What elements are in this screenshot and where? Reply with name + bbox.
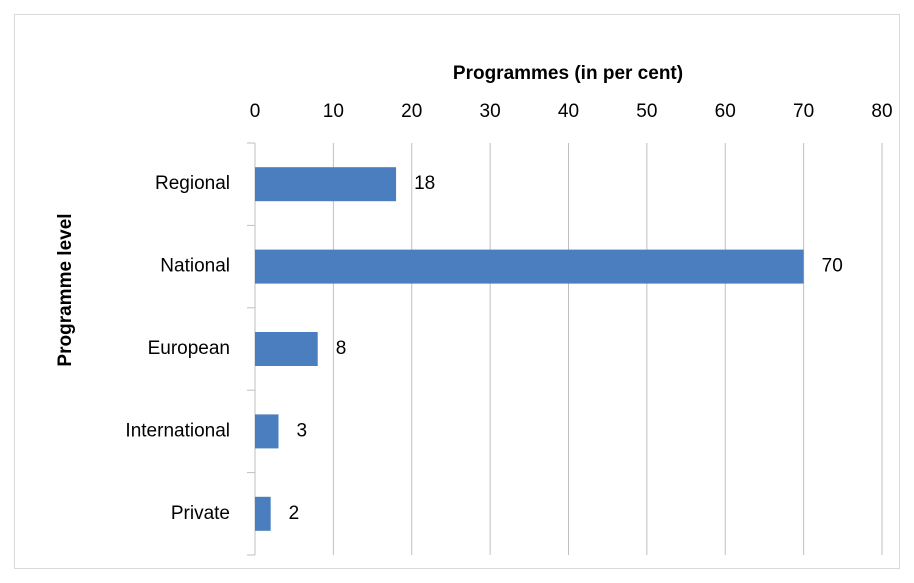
y-tick-label: Regional — [155, 173, 230, 194]
x-tick-label: 80 — [871, 101, 892, 122]
data-label: 18 — [414, 173, 435, 194]
bar — [255, 496, 271, 531]
y-axis-title: Programme level — [55, 213, 76, 366]
x-tick-label: 70 — [793, 101, 814, 122]
chart-border — [14, 14, 900, 569]
data-label: 70 — [822, 256, 843, 277]
x-tick-label: 20 — [401, 101, 422, 122]
bar — [255, 332, 318, 366]
x-tick-label: 30 — [480, 101, 501, 122]
data-label: 8 — [336, 338, 347, 359]
x-tick-label: 10 — [323, 101, 344, 122]
data-label: 2 — [289, 503, 300, 524]
data-label: 3 — [297, 420, 308, 441]
y-tick-label: International — [125, 420, 230, 441]
bar — [255, 249, 804, 284]
x-tick-label: 60 — [715, 101, 736, 122]
x-tick-label: 50 — [636, 101, 657, 122]
x-axis-title: Programmes (in per cent) — [453, 63, 683, 84]
y-tick-label: National — [160, 256, 230, 277]
x-tick-label: 40 — [558, 101, 579, 122]
y-tick-label: European — [148, 338, 230, 359]
x-tick-label: 0 — [250, 101, 261, 122]
y-tick-label: Private — [171, 503, 230, 524]
bar — [255, 167, 397, 202]
bar — [255, 414, 279, 449]
